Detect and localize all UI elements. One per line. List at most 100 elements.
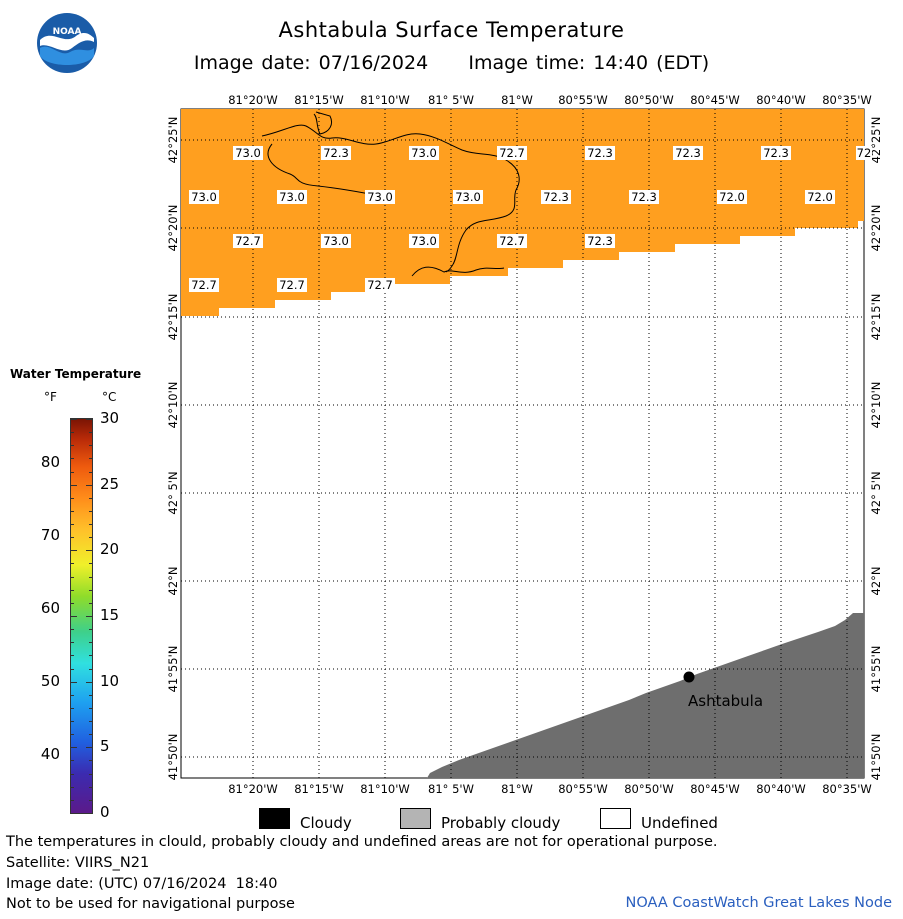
lat-tick-label: 41°55'N — [166, 646, 180, 693]
lon-tick-label: 80°40'W — [756, 782, 806, 796]
temperature-label-bg — [453, 190, 483, 204]
temperature-label: 72.3 — [587, 146, 613, 160]
temperature-label: 72.3 — [631, 190, 657, 204]
temperature-label-bg — [497, 234, 527, 248]
lat-tick-label: 42° 5'N — [166, 471, 180, 514]
temperature-label-bg — [761, 146, 791, 160]
lon-tick-label: 80°50'W — [624, 93, 674, 107]
lat-tick-label: 42°25'N — [166, 117, 180, 164]
lat-tick-label: 42°N — [166, 567, 180, 596]
temperature-label: 73.0 — [279, 190, 305, 204]
colorbar-c-label: 15 — [100, 606, 120, 624]
temperature-label-bg — [541, 190, 571, 204]
temperature-colorbar — [70, 418, 93, 814]
lon-tick-label: 81°W — [501, 782, 533, 796]
temperature-label-bg — [856, 146, 872, 160]
svg-text:NOAA: NOAA — [53, 27, 82, 37]
temperature-label-bg — [189, 190, 219, 204]
lon-tick-label: 81°20'W — [228, 93, 278, 107]
temperature-label-bg — [365, 190, 395, 204]
lon-tick-label: 80°55'W — [558, 93, 608, 107]
utc-date-text: Image date: (UTC) 07/16/2024 18:40 — [6, 876, 278, 892]
lon-tick-label: 81°15'W — [294, 782, 344, 796]
temperature-label: 73.0 — [411, 146, 437, 160]
colorbar-c-label: 10 — [100, 671, 120, 690]
temperature-label: 73.0 — [235, 146, 261, 160]
legend-unit-c: °C — [102, 390, 117, 404]
lon-tick-label: 80°45'W — [690, 782, 740, 796]
colorbar-f-label: 60 — [40, 598, 60, 617]
colorbar-f-label: 50 — [40, 671, 60, 690]
lat-tick-label: 42°10'N — [869, 382, 883, 429]
city-label: Ashtabula — [688, 692, 763, 710]
temperature-label-bg — [585, 234, 615, 248]
temperature-label-bg — [409, 146, 439, 160]
temperature-labels: 73.0 72.3 73.0 72.7 72.3 72.3 72.3 72 73.0 73.0 73… — [189, 146, 872, 292]
temperature-label-bg — [585, 146, 615, 160]
temperature-label-bg — [673, 146, 703, 160]
longitude-ticks-bottom: 81°20'W 81°15'W 81°10'W 81° 5'W 81°W 80°55'W 8… — [228, 782, 872, 796]
lat-tick-label: 42°10'N — [166, 382, 180, 429]
cloudy-swatch — [259, 808, 290, 829]
temperature-label-bg — [365, 278, 395, 292]
temperature-label: 72.3 — [675, 146, 701, 160]
temperature-label: 73.0 — [411, 234, 437, 248]
lat-tick-label: 42°15'N — [869, 294, 883, 341]
colorbar-c-label: 20 — [100, 540, 120, 559]
shoreline-contour — [261, 124, 520, 273]
colorbar-f-label: 80 — [40, 452, 60, 471]
colorbar-c-label: 25 — [100, 474, 120, 493]
lon-tick-label: 81°20'W — [228, 782, 278, 796]
temperature-label: 72.3 — [587, 234, 613, 248]
credit-link[interactable]: NOAA CoastWatch Great Lakes Node — [625, 895, 892, 911]
temperature-label: 72.0 — [807, 190, 833, 204]
water-region — [181, 109, 864, 316]
temperature-label: 72.0 — [719, 190, 745, 204]
lat-tick-label: 41°55'N — [869, 646, 883, 693]
temperature-label-bg — [321, 234, 351, 248]
lon-tick-label: 80°50'W — [624, 782, 674, 796]
temperature-label: 72.7 — [279, 278, 305, 292]
temperature-label-bg — [805, 190, 835, 204]
lon-tick-label: 80°55'W — [558, 782, 608, 796]
noaa-logo-icon: NOAA — [36, 12, 98, 74]
temperature-label: 72.7 — [235, 234, 261, 248]
temperature-label-bg — [629, 190, 659, 204]
temperature-label: 73.0 — [367, 190, 393, 204]
temperature-label-bg — [717, 190, 747, 204]
legend-title: Water Temperature — [10, 367, 142, 381]
latitude-ticks-left: 42°25'N 42°20'N 42°15'N 42°10'N 42° 5'N 42°N 4… — [166, 117, 180, 781]
temperature-label: 72.7 — [499, 146, 525, 160]
undefined-swatch — [600, 808, 631, 829]
image-date-time: Image date: 07/16/2024 Image time: 14:40… — [193, 52, 710, 74]
temperature-label: 72.3 — [543, 190, 569, 204]
satellite-text: Satellite: VIIRS_N21 — [6, 855, 150, 871]
temperature-label: 72.7 — [499, 234, 525, 248]
probably-cloudy-swatch — [400, 808, 431, 829]
lat-tick-label: 42° 5'N — [869, 471, 883, 514]
temperature-label-bg — [409, 234, 439, 248]
lat-tick-label: 42°N — [869, 567, 883, 596]
lat-tick-label: 42°15'N — [166, 294, 180, 341]
lon-tick-label: 81° 5'W — [428, 93, 474, 107]
lon-tick-label: 80°45'W — [690, 93, 740, 107]
lat-tick-label: 41°50'N — [869, 734, 883, 781]
temperature-label: 73.0 — [191, 190, 217, 204]
lat-tick-label: 42°20'N — [869, 205, 883, 252]
land-region — [427, 613, 864, 778]
lat-tick-label: 42°25'N — [869, 117, 883, 164]
lon-tick-label: 81°10'W — [360, 93, 410, 107]
navigation-warning: Not to be used for navigational purpose — [6, 896, 295, 912]
probably-cloudy-label: Probably cloudy — [441, 814, 561, 832]
temperature-label-bg — [497, 146, 527, 160]
colorbar-c-label: 0 — [100, 803, 110, 821]
temperature-label-bg — [277, 190, 307, 204]
colorbar-f-label: 70 — [40, 525, 60, 544]
temperature-label: 72 — [857, 146, 872, 160]
lon-tick-label: 81°10'W — [360, 782, 410, 796]
lat-tick-label: 41°50'N — [166, 734, 180, 781]
inlet-contour — [411, 266, 505, 277]
temperature-label-bg — [189, 278, 219, 292]
lon-tick-label: 80°40'W — [756, 93, 806, 107]
temperature-label: 72.7 — [367, 278, 393, 292]
